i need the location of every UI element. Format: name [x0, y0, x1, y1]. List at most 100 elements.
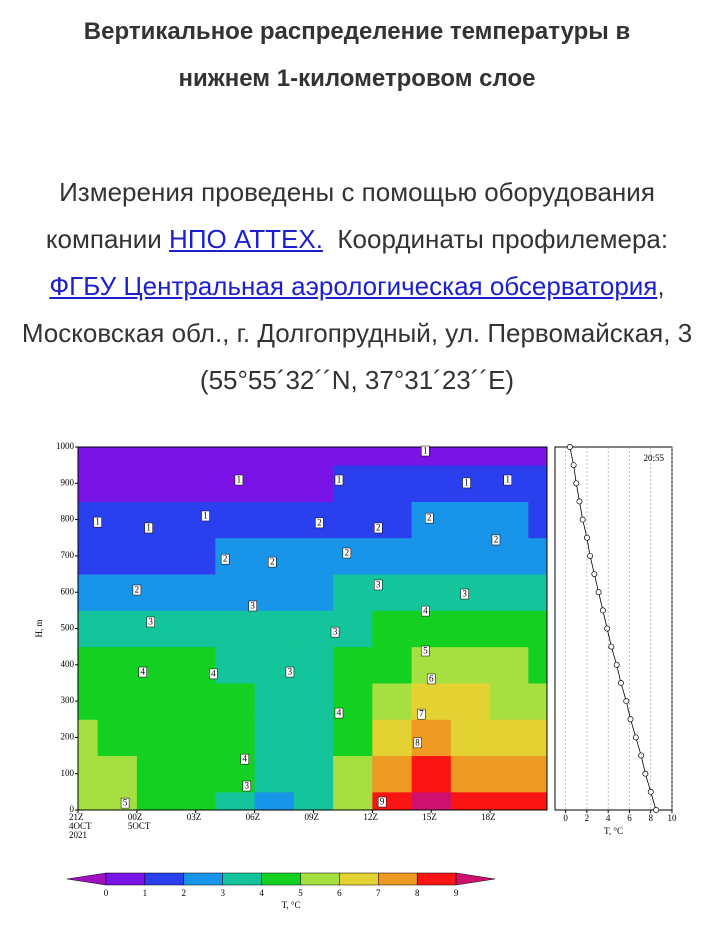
x-tick-label: 15Z: [422, 812, 437, 822]
y-tick-label: 700: [61, 550, 75, 560]
temperature-cell: [333, 447, 373, 466]
intro-part: , Московская обл., г. Долгопрудный, ул. …: [21, 271, 693, 395]
contour-label: 1: [464, 477, 469, 487]
temperature-cell: [411, 447, 452, 466]
temperature-cell: [528, 447, 548, 466]
temperature-cell: [78, 447, 99, 466]
temperature-cell: [215, 610, 256, 648]
page-title: Вертикальное распределение температуры в…: [83, 18, 631, 92]
contour-label: 1: [95, 517, 100, 527]
contour-label-box: [491, 534, 501, 546]
temperature-cell: [411, 791, 452, 811]
link[interactable]: НПО АТТЕХ.: [169, 224, 323, 254]
colorbar-tick-label: 8: [415, 888, 420, 898]
temperature-cell: [97, 537, 138, 575]
profile-point: [587, 552, 594, 559]
colorbar-band: [144, 872, 185, 886]
link[interactable]: ФГБУ Центральная аэрологическая обсерват…: [49, 271, 658, 301]
contour-label: 9: [380, 797, 385, 807]
y-tick-label: 0: [70, 804, 75, 814]
y-tick-label: 300: [61, 695, 75, 705]
x-tick-label: 09Z: [304, 812, 319, 822]
contour-label-box: [462, 477, 471, 489]
colorbar-tick-label: 0: [104, 888, 109, 898]
temperature-cell: [176, 719, 216, 757]
x-tick-label: 00Z: [128, 812, 143, 822]
contour-label-box: [268, 556, 277, 568]
temperature-cell: [78, 755, 99, 793]
temperature-cell: [215, 791, 256, 811]
profile-point: [653, 807, 659, 813]
profile-point: [573, 480, 580, 487]
contour-label: 2: [345, 548, 350, 558]
contour-label: 2: [427, 513, 432, 523]
contour-label: 1: [146, 523, 151, 533]
temperature-cell: [97, 574, 138, 611]
contour-label: 4: [211, 668, 216, 678]
profile-point: [599, 607, 606, 614]
profile-point: [642, 770, 649, 777]
temperature-cell: [78, 501, 99, 539]
contour-label: 1: [506, 475, 511, 485]
x-tick-label: 4: [606, 813, 611, 823]
contour-label-box: [315, 517, 324, 529]
contour-label: 5: [123, 798, 128, 808]
temperature-cell: [528, 682, 548, 720]
contour-label: 5: [423, 646, 428, 656]
temperature-cell: [411, 537, 452, 575]
contour-label: 2: [376, 523, 381, 533]
profile-point: [617, 679, 624, 686]
temperature-cell: [372, 682, 413, 720]
contour-label-box: [460, 588, 469, 600]
colorbar-tick-label: 3: [220, 888, 225, 898]
colorbar-under: [67, 872, 107, 886]
temperature-cell: [176, 755, 216, 793]
x-tick-label: 18Z: [481, 812, 496, 822]
temperature-cell: [411, 610, 452, 648]
temperature-cell: [333, 719, 373, 757]
temperature-cell: [78, 537, 99, 575]
contour-label-box: [242, 780, 252, 792]
contour-label: 3: [288, 667, 293, 677]
temperature-cell: [333, 646, 373, 684]
temperature-cell: [490, 610, 529, 648]
temperature-cell: [528, 501, 548, 539]
temperature-cell: [136, 791, 177, 811]
temperature-cell: [254, 447, 295, 466]
contour-label: 4: [423, 606, 428, 616]
temperature-cell: [528, 791, 548, 811]
temperature-cell: [78, 791, 99, 811]
temperature-cell: [528, 755, 548, 793]
temperature-cell: [411, 465, 452, 502]
temperature-cell: [254, 755, 295, 793]
profile-point: [591, 571, 598, 577]
contour-label-box: [144, 522, 153, 534]
temperature-cell: [490, 646, 529, 684]
contour-label: 2: [494, 534, 499, 544]
temperature-cell: [411, 755, 452, 793]
temperature-cell: [293, 791, 334, 811]
contour-label: 7: [419, 709, 424, 719]
profile-point: [638, 752, 645, 759]
contour-label-box: [421, 605, 430, 617]
temperature-cell: [97, 646, 138, 684]
temperature-cell: [176, 791, 216, 811]
y-tick-label: 800: [61, 514, 75, 524]
temperature-cell: [78, 610, 99, 648]
contour-label-box: [373, 579, 383, 591]
temperature-cell: [293, 610, 334, 648]
contour-label: 3: [376, 580, 381, 590]
temperature-cell: [215, 682, 256, 720]
temperature-cell: [293, 719, 334, 757]
contour-label: 8: [415, 737, 420, 747]
temperature-cell: [528, 574, 548, 611]
date-label: 5OCT: [128, 821, 151, 831]
temperature-cell: [97, 447, 138, 466]
temperature-cell: [372, 610, 413, 648]
intro-part: Измерения проведены с помощью оборудован…: [45, 177, 655, 254]
contour-label-box: [425, 512, 434, 524]
contour-label: 1: [337, 475, 342, 485]
x-axis-label: T, °C: [604, 826, 623, 836]
profile-point: [647, 788, 654, 795]
colorbar-tick-label: 4: [259, 888, 264, 898]
